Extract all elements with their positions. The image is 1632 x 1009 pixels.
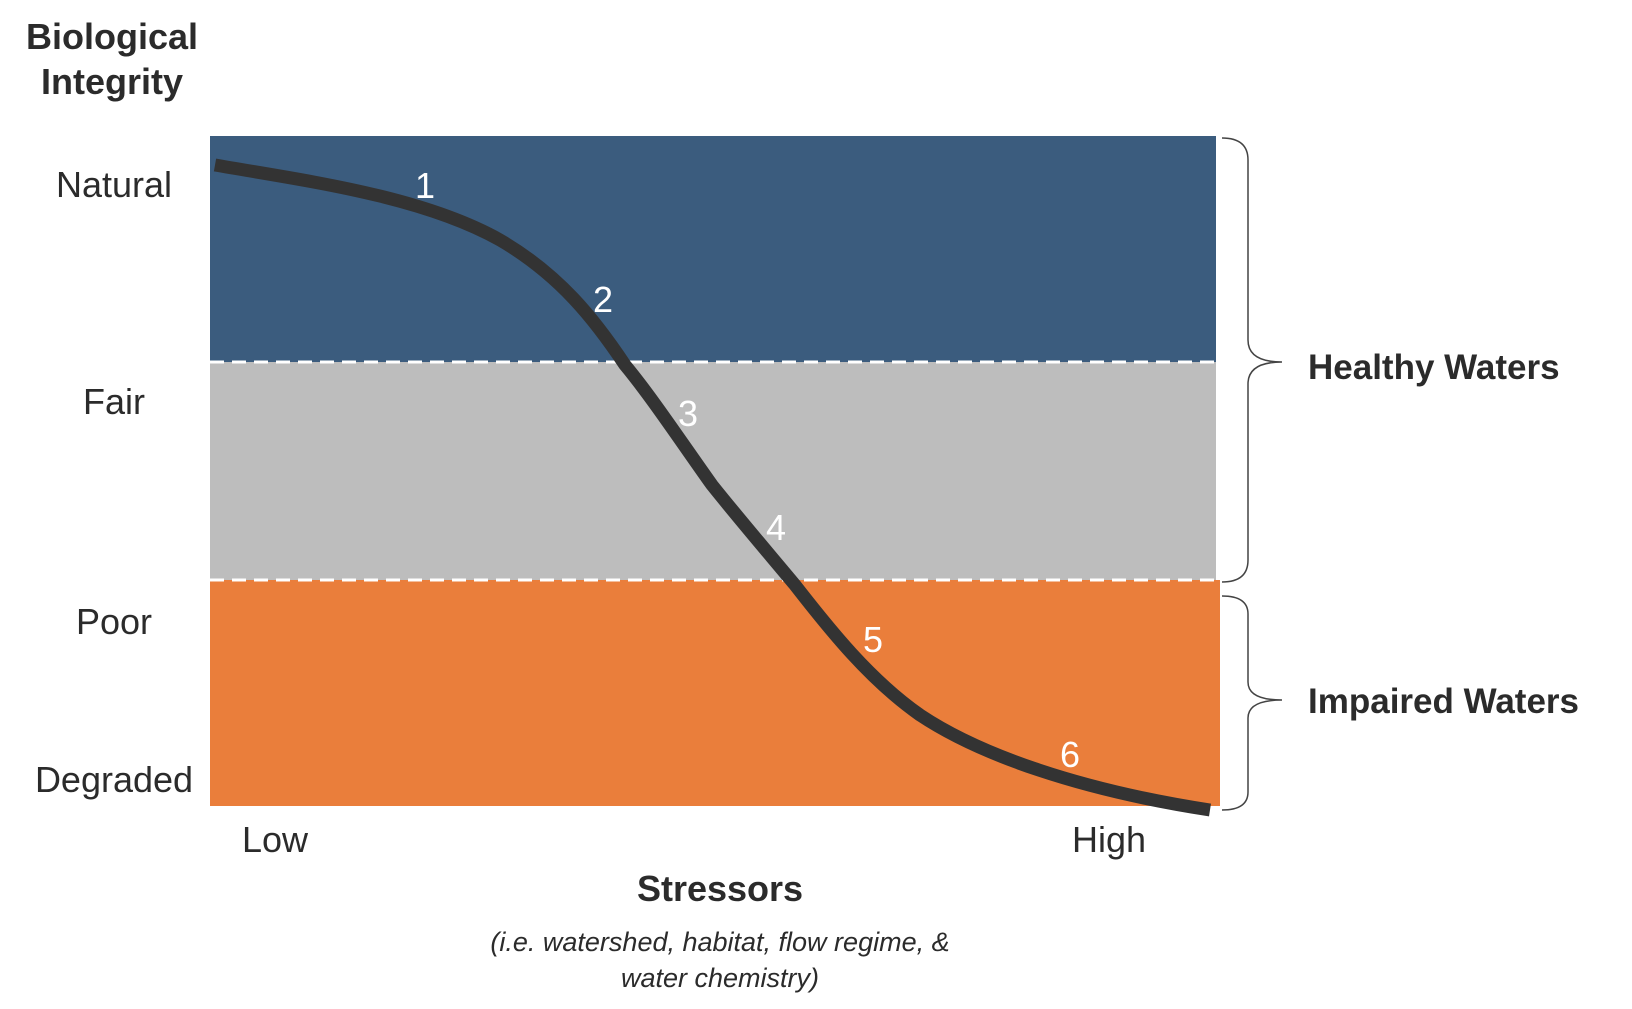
impaired-waters-brace xyxy=(1221,595,1283,811)
point-label-1: 1 xyxy=(415,165,435,206)
x-axis-high-label: High xyxy=(1072,819,1147,860)
response-curve xyxy=(213,158,1211,817)
level-poor-label: Poor xyxy=(75,601,153,642)
y-axis-title-line-1: Biological xyxy=(25,16,199,57)
x-axis-subtitle: (i.e. watershed, habitat, flow regime, &… xyxy=(410,924,1030,996)
level-fair-label: Fair xyxy=(83,381,145,422)
x-axis-subtitle-line-2: water chemistry) xyxy=(620,963,820,993)
healthy-waters-brace xyxy=(1221,137,1283,583)
x-axis-title: Stressors xyxy=(636,868,804,909)
y-axis-title: Biological Integrity xyxy=(12,14,212,104)
healthy-waters-label: Healthy Waters xyxy=(1308,348,1560,387)
level-degraded-label: Degraded xyxy=(34,759,194,800)
point-label-4: 4 xyxy=(766,507,786,548)
point-label-6: 6 xyxy=(1060,734,1080,775)
band-fair xyxy=(210,362,1216,580)
x-axis-subtitle-line-1: (i.e. watershed, habitat, flow regime, & xyxy=(490,927,950,957)
band-healthy-top xyxy=(210,136,1216,362)
point-label-5: 5 xyxy=(863,619,883,660)
level-natural-label: Natural xyxy=(55,164,173,205)
point-label-2: 2 xyxy=(593,279,613,320)
point-label-3: 3 xyxy=(678,393,698,434)
x-axis-low-label: Low xyxy=(242,819,309,860)
impaired-waters-label: Impaired Waters xyxy=(1308,682,1580,721)
y-axis-title-line-2: Integrity xyxy=(40,61,183,102)
